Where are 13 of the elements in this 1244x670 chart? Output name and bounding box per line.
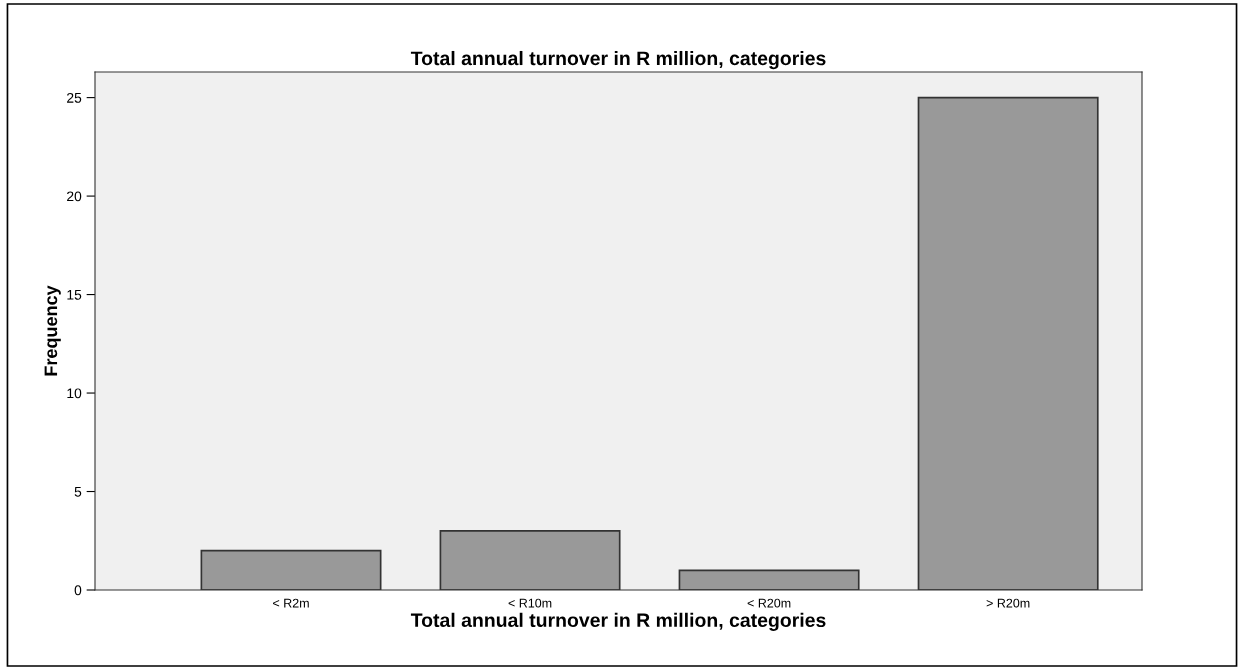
x-axis-title: Total annual turnover in R million, categories (410, 612, 826, 631)
y-axis-title: Frequency (44, 285, 61, 376)
y-tick-label: 15 (67, 290, 82, 300)
x-tick-label: > R20m (986, 598, 1030, 608)
y-tick-label: 5 (74, 487, 82, 497)
x-tick-label: < R2m (273, 598, 309, 608)
y-tick-label: 20 (67, 191, 82, 202)
y-tick-label: 10 (67, 388, 82, 399)
y-tick-label: 0 (74, 585, 82, 596)
x-tick-label: < R10m (508, 598, 552, 608)
y-tick-label: 25 (67, 92, 82, 103)
x-tick-label: < R20m (747, 598, 791, 608)
chart-title: Total annual turnover in R million, categories (410, 50, 826, 70)
